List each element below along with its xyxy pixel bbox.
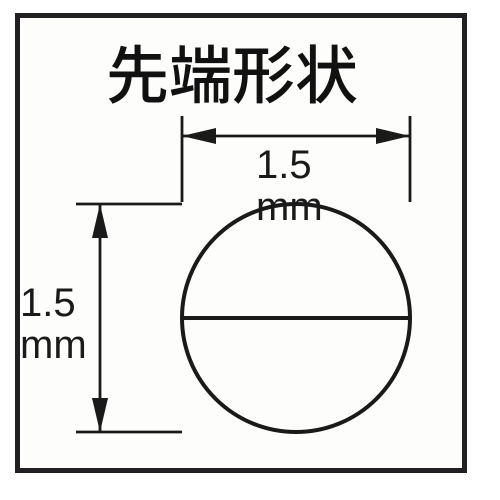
dimension-height-label: 1.5 mm xyxy=(20,282,87,366)
dimension-width-value: 1.5 xyxy=(256,143,312,187)
dimension-height-unit: mm xyxy=(20,323,87,367)
dimension-width-unit: mm xyxy=(256,185,323,229)
dimension-height-value: 1.5 xyxy=(20,281,76,325)
dimension-width-label: 1.5 mm xyxy=(256,144,323,228)
tip-shape-diagram xyxy=(0,0,500,500)
